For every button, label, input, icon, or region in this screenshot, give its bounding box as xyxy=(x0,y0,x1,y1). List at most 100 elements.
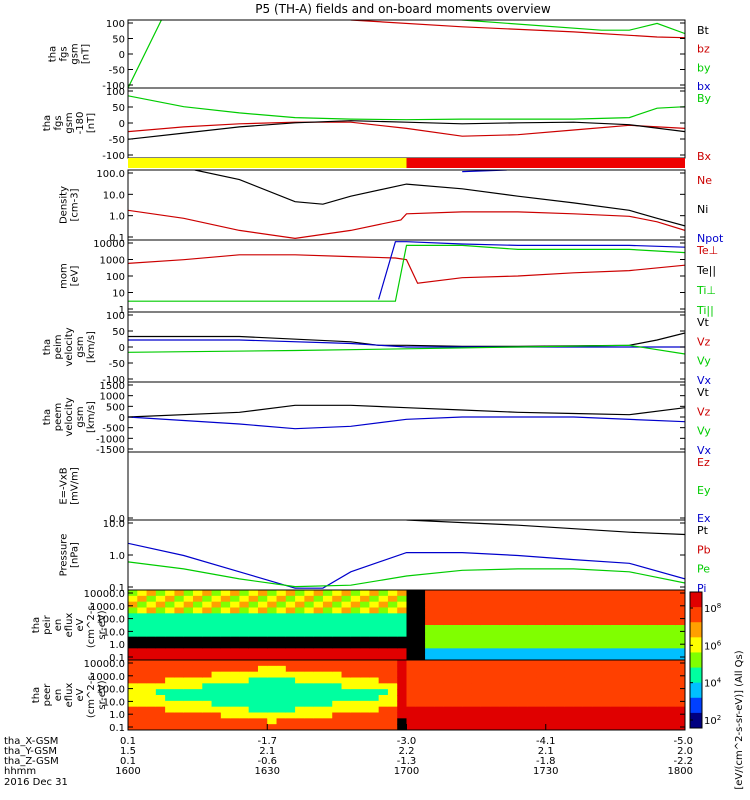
series-line-Ne xyxy=(128,209,685,240)
spectrogram-cell xyxy=(397,718,407,725)
spectrogram-cell xyxy=(285,642,296,649)
spectrogram-cell xyxy=(490,660,500,667)
spectrogram-cell xyxy=(192,689,203,696)
spectrogram-cell xyxy=(332,712,343,719)
spectrogram-cell xyxy=(220,677,231,684)
spectrogram-cell xyxy=(434,724,445,730)
spectrogram-cell xyxy=(647,677,658,684)
spectrogram-cell xyxy=(471,636,482,643)
spectrogram-cell xyxy=(257,700,268,708)
spectrogram-cell xyxy=(350,619,361,626)
spectrogram-cell xyxy=(378,671,389,678)
spectrogram-cell xyxy=(564,601,575,608)
y-tick-label: 1000.0 xyxy=(90,672,125,683)
spectrogram-cell xyxy=(295,660,305,667)
spectrogram-cell xyxy=(406,689,417,696)
spectrogram-cell xyxy=(415,683,426,690)
spectrogram-cell xyxy=(332,718,343,725)
spectrogram-cell xyxy=(192,613,203,620)
legend-entry: Npot xyxy=(697,232,724,245)
y-axis-label: [km/s] xyxy=(86,331,97,363)
spectrogram-cell xyxy=(666,590,677,597)
spectrogram-cell xyxy=(192,601,203,608)
spectrogram-cell xyxy=(629,683,640,690)
spectrogram-cell xyxy=(369,625,380,632)
x-tick-label: 0.1 xyxy=(120,756,136,767)
spectrogram-cell xyxy=(332,660,343,667)
spectrogram-cell xyxy=(128,712,138,719)
spectrogram-cell xyxy=(564,665,575,673)
spectrogram-cell xyxy=(332,601,343,608)
spectrogram-cell xyxy=(192,642,203,649)
spectrogram-cell xyxy=(573,619,584,626)
legend-entry: bx xyxy=(697,80,711,93)
spectrogram-cell xyxy=(471,607,482,614)
spectrogram-cell xyxy=(657,654,667,660)
spectrogram-cell xyxy=(480,613,491,620)
spectrogram-cell xyxy=(425,677,435,684)
spectrogram-cell xyxy=(675,706,685,713)
spectrogram-cell xyxy=(443,636,454,643)
spectrogram-cell xyxy=(137,595,148,603)
spectrogram-cell xyxy=(406,590,417,597)
y-tick-label: 1000 xyxy=(100,392,125,403)
spectrogram-cell xyxy=(490,700,500,708)
spectrogram-cell xyxy=(202,595,213,603)
spectrogram-cell xyxy=(657,648,667,655)
spectrogram-cell xyxy=(629,654,640,660)
spectrogram-cell xyxy=(480,677,491,684)
spectrogram-cell xyxy=(211,695,222,702)
y-tick-label: 0 xyxy=(119,343,125,354)
spectrogram-cell xyxy=(434,630,445,638)
spectrogram-cell xyxy=(573,630,584,638)
spectrogram-cell xyxy=(545,613,556,620)
spectrogram-cell xyxy=(443,700,454,708)
spectrogram-cell xyxy=(257,671,268,678)
series-line-Pt xyxy=(406,520,685,536)
spectrogram-cell xyxy=(313,695,324,702)
spectrogram-cell xyxy=(128,595,138,603)
spectrogram-cell xyxy=(406,642,417,649)
spectrogram-cell xyxy=(220,654,231,660)
spectrogram-cell xyxy=(202,601,213,608)
spectrogram-cell xyxy=(304,683,315,690)
spectrogram-cell xyxy=(165,601,175,608)
spectrogram-cell xyxy=(434,601,445,608)
y-axis-label: velocity xyxy=(64,397,75,436)
spectrogram-cell xyxy=(387,683,398,690)
spectrogram-cell xyxy=(508,660,519,667)
spectrogram-cell xyxy=(183,677,194,684)
spectrogram xyxy=(128,590,685,660)
spectrogram-cell xyxy=(230,601,240,608)
spectrogram-cell xyxy=(137,712,148,719)
spectrogram-cell xyxy=(341,712,352,719)
spectrogram-cell xyxy=(443,607,454,614)
spectrogram-cell xyxy=(499,654,510,660)
spectrogram-cell xyxy=(397,683,407,690)
spectrogram-cell xyxy=(174,700,185,708)
y-tick-label: 50 xyxy=(112,103,125,114)
spectrogram-cell xyxy=(341,613,352,620)
spectrogram-cell xyxy=(527,660,537,667)
colorbar-swatch xyxy=(690,622,702,638)
legend-entry: Te⊥ xyxy=(696,244,718,257)
spectrogram-cell xyxy=(675,636,685,643)
spectrogram-cell xyxy=(517,683,528,690)
spectrogram-cell xyxy=(555,654,565,660)
spectrogram-cell xyxy=(397,590,407,597)
spectrogram-cell xyxy=(211,590,222,597)
spectrogram-cell xyxy=(462,642,472,649)
spectrogram-cell xyxy=(647,683,658,690)
spectrogram-cell xyxy=(471,613,482,620)
spectrogram-cell xyxy=(508,718,519,725)
spectrogram-cell xyxy=(295,718,305,725)
spectrogram-cell xyxy=(341,706,352,713)
spectrogram-cell xyxy=(657,619,667,626)
spectrogram-cell xyxy=(443,601,454,608)
spectrogram-cell xyxy=(666,619,677,626)
spectrogram-cell xyxy=(620,630,630,638)
spectrogram-cell xyxy=(629,665,640,673)
spectrogram-cell xyxy=(592,671,602,678)
spectrogram-cell xyxy=(285,625,296,632)
